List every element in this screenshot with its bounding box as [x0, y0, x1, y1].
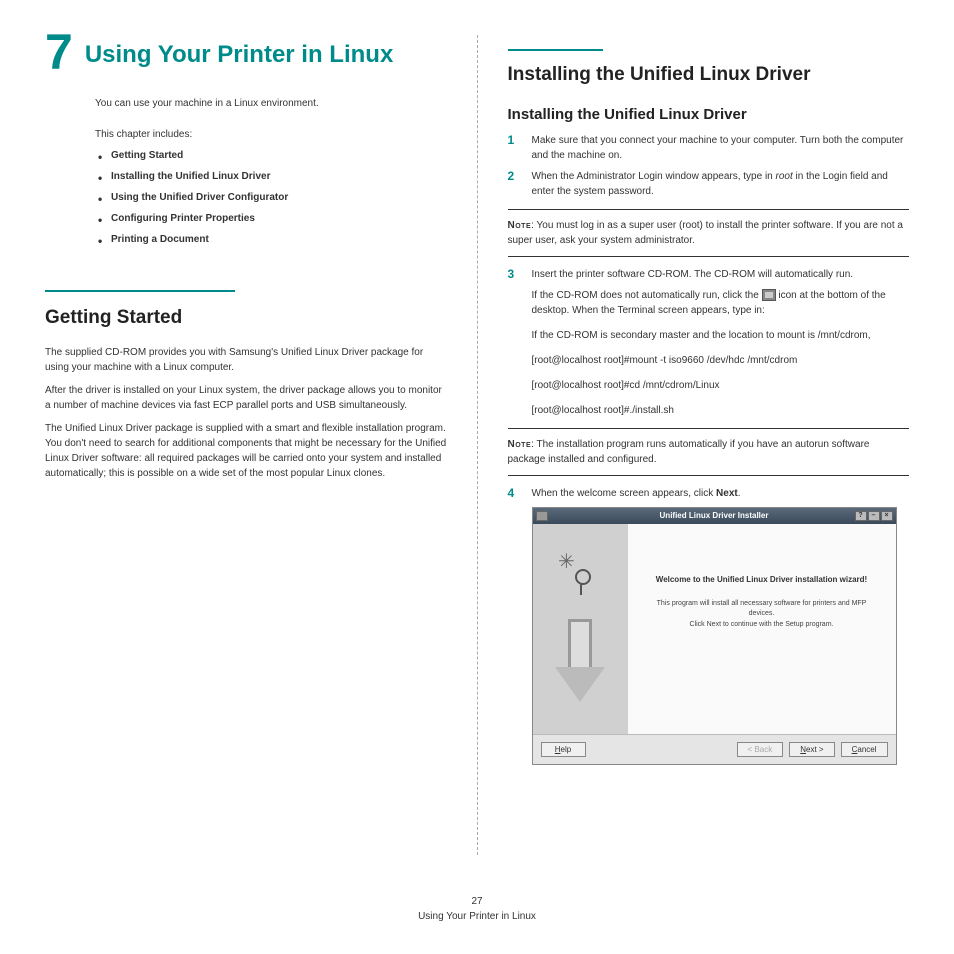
page-columns: 7 Using Your Printer in Linux You can us… — [45, 35, 909, 855]
welcome-graphic-icon — [555, 549, 605, 599]
installer-description: This program will install all necessary … — [648, 599, 876, 620]
step-3: 3 Insert the printer software CD-ROM. Th… — [508, 267, 910, 282]
step-text: Make sure that you connect your machine … — [532, 133, 910, 163]
page-footer: 27 Using Your Printer in Linux — [0, 894, 954, 924]
terminal-command: [root@localhost root]#mount -t iso9660 /… — [532, 353, 910, 368]
terminal-icon — [762, 289, 776, 301]
body-paragraph: The Unified Linux Driver package is supp… — [45, 421, 447, 481]
chapter-title: Using Your Printer in Linux — [85, 35, 393, 70]
step-text: When the Administrator Login window appe… — [532, 169, 910, 199]
installer-welcome-text: Welcome to the Unified Linux Driver inst… — [648, 574, 876, 585]
step-number: 4 — [508, 486, 522, 501]
body-paragraph: The supplied CD-ROM provides you with Sa… — [45, 345, 447, 375]
text-fragment: When the Administrator Login window appe… — [532, 171, 776, 182]
note-label: Note — [508, 220, 532, 231]
toc-item[interactable]: Using the Unified Driver Configurator — [95, 192, 447, 203]
page-number: 27 — [0, 894, 954, 909]
text-fragment: If the CD-ROM does not automatically run… — [532, 290, 762, 301]
section-rule — [508, 49, 603, 51]
chapter-header: 7 Using Your Printer in Linux — [45, 35, 447, 77]
terminal-command: [root@localhost root]#cd /mnt/cdrom/Linu… — [532, 378, 910, 393]
text-fragment: . — [738, 488, 741, 499]
help-icon: ? — [855, 511, 867, 521]
minimize-icon: – — [868, 511, 880, 521]
toc-item[interactable]: Installing the Unified Linux Driver — [95, 171, 447, 182]
footer-title: Using Your Printer in Linux — [0, 909, 954, 924]
toc-item[interactable]: Configuring Printer Properties — [95, 213, 447, 224]
help-button[interactable]: Help — [541, 742, 586, 757]
step-number: 2 — [508, 169, 522, 199]
step-text: Insert the printer software CD-ROM. The … — [532, 267, 910, 282]
cancel-button[interactable]: Cancel — [841, 742, 888, 757]
down-arrow-icon — [550, 619, 610, 709]
step-1: 1 Make sure that you connect your machin… — [508, 133, 910, 163]
terminal-command: [root@localhost root]#./install.sh — [532, 403, 910, 418]
next-button[interactable]: Next > — [789, 742, 834, 757]
subsection-title: Installing the Unified Linux Driver — [508, 106, 910, 123]
installer-titlebar-text: Unified Linux Driver Installer — [660, 511, 769, 520]
installer-footer: Help < Back Next > Cancel — [533, 734, 896, 764]
note-label: Note — [508, 439, 532, 450]
text-fragment: When the welcome screen appears, click — [532, 488, 717, 499]
note-text: : You must log in as a super user (root)… — [508, 220, 904, 246]
section-title-getting-started: Getting Started — [45, 306, 447, 331]
column-divider — [477, 35, 478, 855]
step-2: 2 When the Administrator Login window ap… — [508, 169, 910, 199]
installer-description: Click Next to continue with the Setup pr… — [648, 620, 876, 631]
table-of-contents: Getting Started Installing the Unified L… — [95, 150, 447, 245]
body-paragraph: After the driver is installed on your Li… — [45, 383, 447, 413]
toc-item[interactable]: Getting Started — [95, 150, 447, 161]
note-block: Note: You must log in as a super user (r… — [508, 209, 910, 257]
step-number: 3 — [508, 267, 522, 282]
step-number: 1 — [508, 133, 522, 163]
window-controls: ? – × — [855, 511, 893, 521]
installer-body: Welcome to the Unified Linux Driver inst… — [533, 524, 896, 734]
step-text: When the welcome screen appears, click N… — [532, 486, 910, 501]
next-keyword: Next — [716, 488, 738, 499]
back-button: < Back — [737, 742, 784, 757]
installer-screenshot: Unified Linux Driver Installer ? – × — [532, 507, 897, 765]
window-menu-icon — [536, 511, 548, 521]
step-3-sub: If the CD-ROM does not automatically run… — [532, 288, 910, 318]
section-rule — [45, 290, 235, 292]
installer-titlebar: Unified Linux Driver Installer ? – × — [533, 508, 896, 524]
note-block: Note: The installation program runs auto… — [508, 428, 910, 476]
intro-text: You can use your machine in a Linux envi… — [95, 97, 447, 111]
root-keyword: root — [776, 171, 793, 182]
note-text: : The installation program runs automati… — [508, 439, 870, 465]
installer-content: Welcome to the Unified Linux Driver inst… — [628, 524, 896, 734]
chapter-number: 7 — [45, 27, 73, 77]
close-icon: × — [881, 511, 893, 521]
toc-item[interactable]: Printing a Document — [95, 234, 447, 245]
step-3-sub: If the CD-ROM is secondary master and th… — [532, 328, 910, 343]
toc-intro: This chapter includes: — [95, 129, 447, 140]
section-title-install: Installing the Unified Linux Driver — [508, 63, 910, 88]
right-column: Installing the Unified Linux Driver Inst… — [508, 35, 910, 855]
installer-sidebar — [533, 524, 628, 734]
left-column: 7 Using Your Printer in Linux You can us… — [45, 35, 447, 855]
step-4: 4 When the welcome screen appears, click… — [508, 486, 910, 501]
